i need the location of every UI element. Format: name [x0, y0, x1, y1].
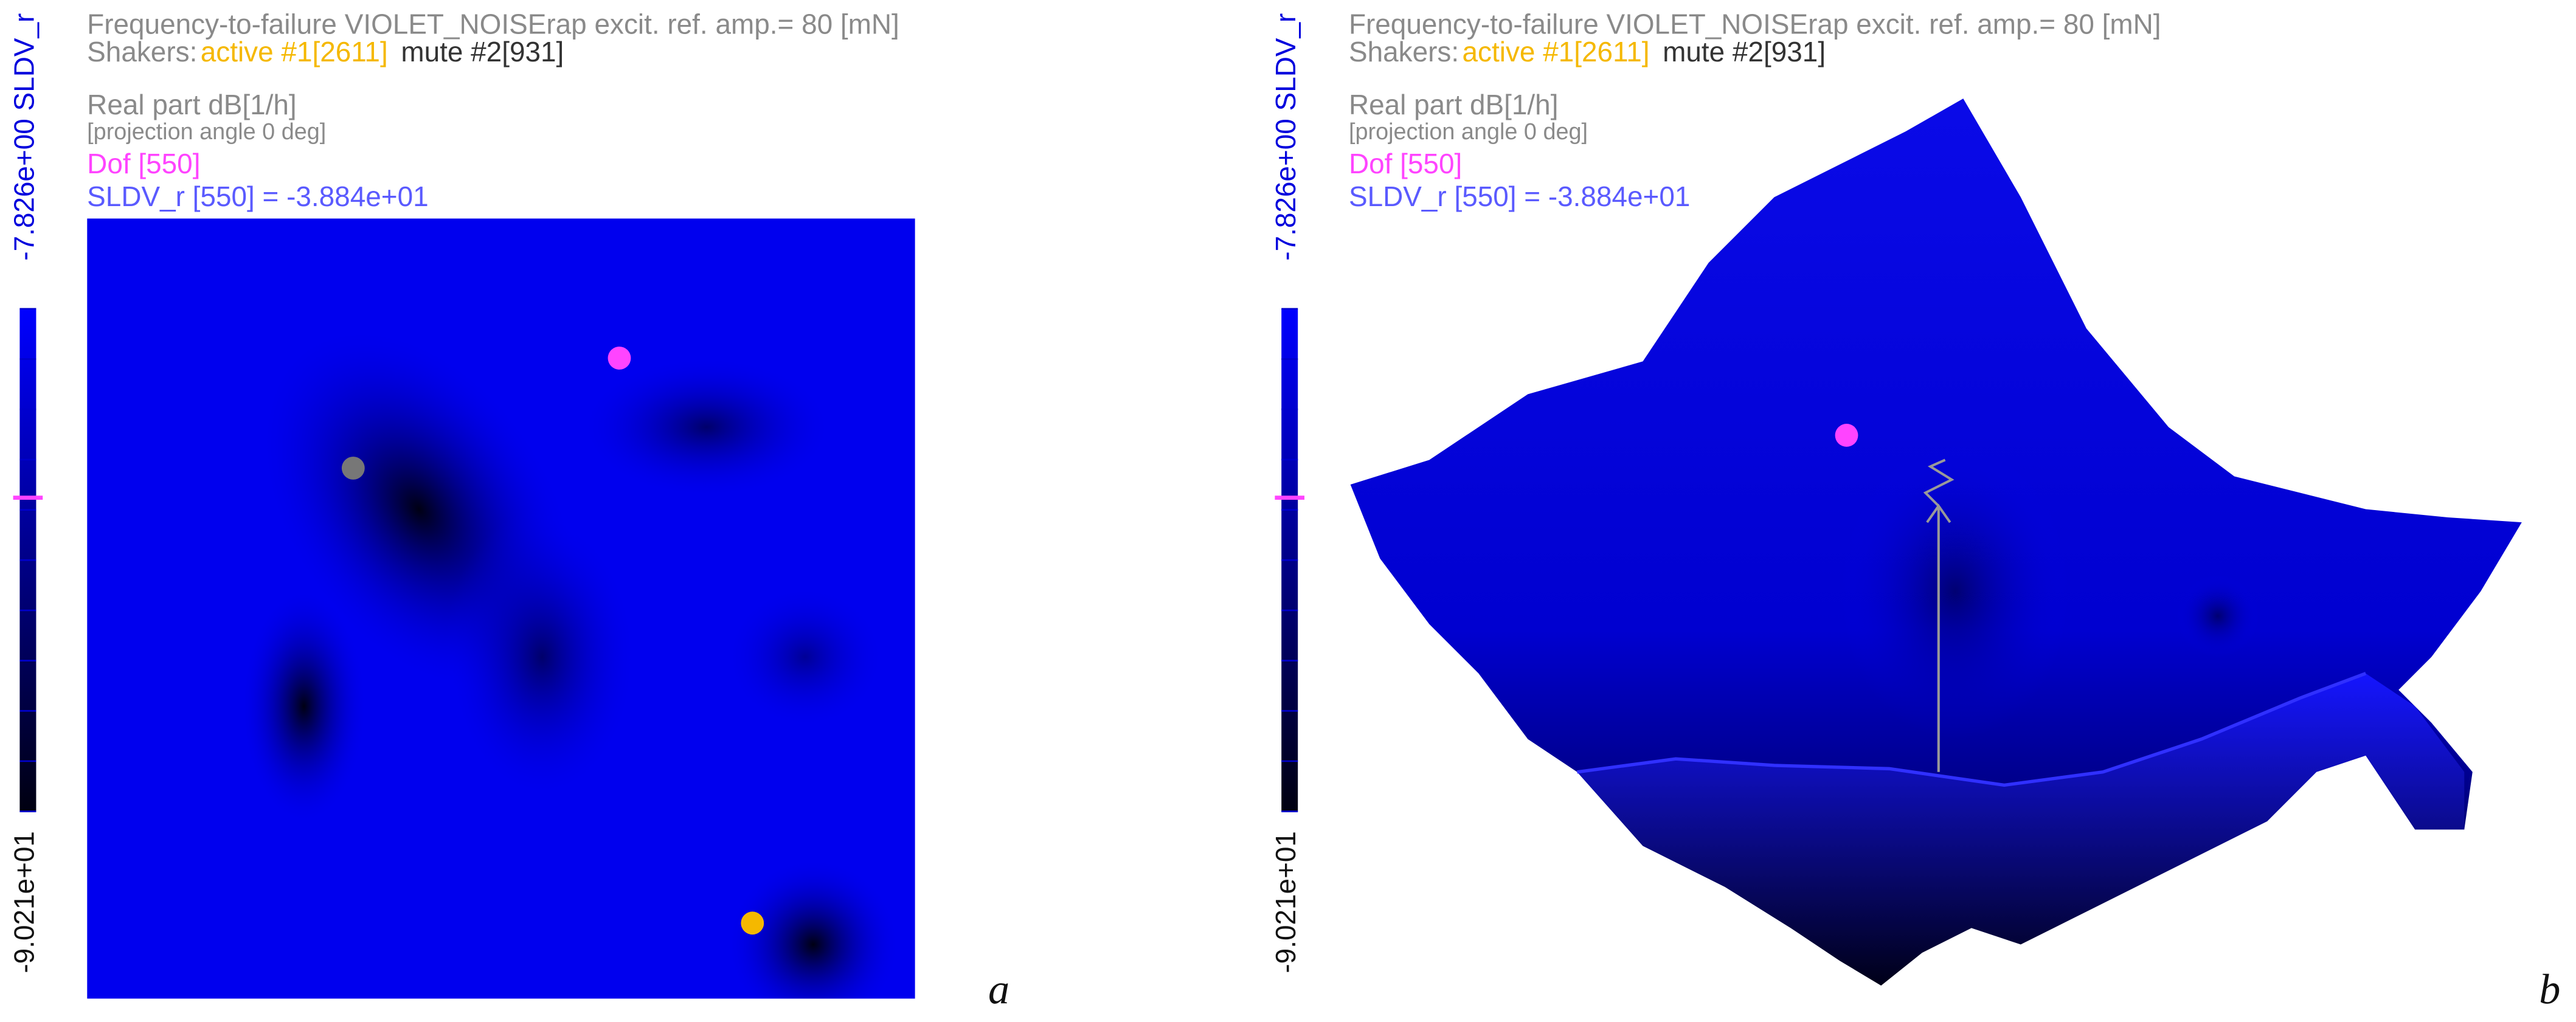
projection: [projection angle 0 deg]: [87, 119, 326, 145]
dof-marker: [1835, 424, 1858, 447]
shakers-label: Shakers:: [87, 36, 197, 67]
active-shaker: active #1[2611]: [201, 36, 388, 67]
dof: Dof [550]: [1349, 148, 1462, 179]
active-shaker-marker: [741, 911, 764, 935]
colorbar-bottom-label: -9.021e+01: [8, 831, 40, 973]
shakers-line: Shakers: active #1[2611] mute #2[931]: [1349, 36, 1826, 67]
panel-letter: b: [2539, 966, 2560, 1013]
active-shaker: active #1[2611]: [1463, 36, 1650, 67]
projection: [projection angle 0 deg]: [1349, 119, 1588, 145]
colorbar-top-label: -7.826e+00 SLDV_r: [1270, 13, 1301, 261]
colorbar-bottom-label: -9.021e+01: [1270, 831, 1301, 973]
part: Real part dB[1/h]: [87, 89, 296, 120]
title: Frequency-to-failure VIOLET_NOISErap exc…: [87, 8, 899, 40]
heatmap: [87, 218, 915, 999]
shakers-label: Shakers:: [1349, 36, 1459, 67]
panel: Frequency-to-failure VIOLET_NOISErap exc…: [8, 8, 1009, 1013]
sldv: SLDV_r [550] = -3.884e+01: [1349, 181, 1690, 212]
panel-letter: a: [988, 966, 1009, 1013]
mute-shaker-marker: [341, 457, 365, 480]
mute-shaker: mute #2[931]: [1663, 36, 1826, 67]
panel: Frequency-to-failure VIOLET_NOISErap exc…: [1270, 8, 2560, 1013]
surface: [1350, 98, 2522, 986]
colorbar-top-label: -7.826e+00 SLDV_r: [8, 13, 40, 261]
part: Real part dB[1/h]: [1349, 89, 1559, 120]
dof: Dof [550]: [87, 148, 200, 179]
shaker-arrow: [1923, 458, 1955, 772]
sldv: SLDV_r [550] = -3.884e+01: [87, 181, 428, 212]
title: Frequency-to-failure VIOLET_NOISErap exc…: [1349, 8, 2161, 40]
dof-marker: [608, 347, 631, 370]
shakers-line: Shakers: active #1[2611] mute #2[931]: [87, 36, 564, 67]
mute-shaker: mute #2[931]: [401, 36, 564, 67]
